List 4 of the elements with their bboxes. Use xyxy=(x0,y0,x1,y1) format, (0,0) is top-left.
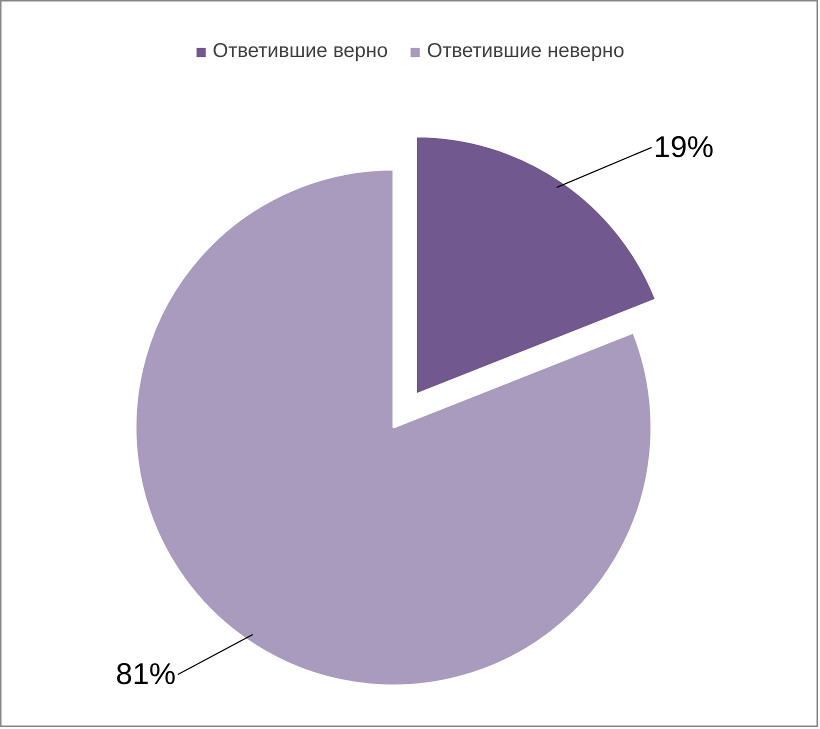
data-label: 81% xyxy=(116,658,176,691)
data-label: 19% xyxy=(654,130,714,164)
legend-label: Ответившие верно xyxy=(212,40,388,63)
legend-label: Ответившие неверно xyxy=(426,40,624,63)
